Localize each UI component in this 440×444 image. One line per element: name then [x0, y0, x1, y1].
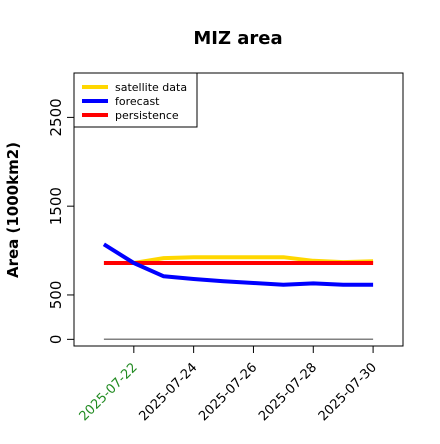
- legend-label: forecast: [115, 95, 160, 108]
- y-tick-label: 0: [47, 335, 65, 345]
- series-lines: [102, 242, 374, 341]
- plot-frame: [73, 72, 404, 347]
- y-tick-label: 2500: [47, 98, 65, 136]
- y-tick-label: 500: [47, 281, 65, 310]
- y-axis: 0 500 1500 2500: [47, 98, 74, 344]
- x-tick-label: 2025-07-28: [256, 360, 320, 424]
- legend-label: persistence: [115, 109, 179, 122]
- forecast-line: [102, 242, 374, 287]
- x-tick-label: 2025-07-22: [77, 360, 141, 424]
- chart-title: MIZ area: [193, 28, 282, 49]
- legend-label: satellite data: [115, 81, 187, 94]
- x-tick-label: 2025-07-30: [316, 360, 380, 424]
- x-tick-label: 2025-07-26: [196, 360, 260, 424]
- x-tick-label: 2025-07-24: [136, 360, 200, 424]
- y-axis-label: Area (1000km2): [4, 142, 22, 278]
- x-axis: 2025-07-222025-07-242025-07-262025-07-28…: [77, 346, 380, 424]
- y-tick-label: 1500: [47, 187, 65, 225]
